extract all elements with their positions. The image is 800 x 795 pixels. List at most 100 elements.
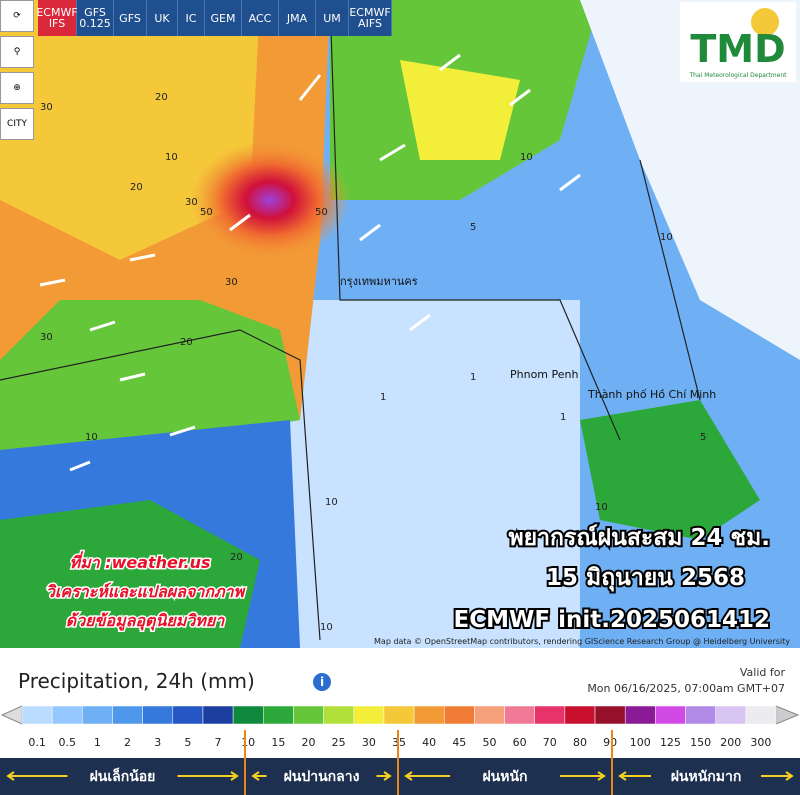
legend-swatch xyxy=(232,705,264,725)
legend-tick-label: 20 xyxy=(302,736,316,749)
legend-swatch xyxy=(594,705,626,725)
place-labels: กรุงเทพมหานคร Phnom Penh Thành phố Hồ Ch… xyxy=(340,275,716,401)
category-label: ฝนเล็กน้อย xyxy=(90,767,156,785)
legend-swatch xyxy=(353,705,385,725)
legend-tick-label: 1 xyxy=(94,736,101,749)
model-button[interactable]: ACC xyxy=(242,0,279,36)
zoom-button[interactable]: ⊕ xyxy=(0,72,34,104)
contour-label: 30 xyxy=(40,332,53,343)
legend-tick-label: 70 xyxy=(543,736,557,749)
legend-tick-label: 45 xyxy=(452,736,466,749)
legend: Precipitation, 24h (mm) i Valid for Mon … xyxy=(0,666,800,795)
credit-line: ด้วยข้อมูลอุตุนิยมวิทยา xyxy=(66,611,225,631)
legend-tick-label: 40 xyxy=(422,736,436,749)
contour-label: 10 xyxy=(660,232,673,243)
legend-tick-label: 200 xyxy=(720,736,741,749)
category-arrow xyxy=(6,771,239,781)
contour-label: 5 xyxy=(700,432,706,443)
legend-swatch xyxy=(82,705,113,725)
forecast-date: 15 มิถุนายน 2568 xyxy=(546,565,745,592)
credit-line: ที่มา :weather.us xyxy=(70,551,211,572)
legend-swatch xyxy=(564,705,596,725)
category-arrow xyxy=(251,771,392,781)
legend-tick-label: 125 xyxy=(660,736,681,749)
legend-tick-label: 25 xyxy=(332,736,346,749)
attribution: Map data © OpenStreetMap contributors, r… xyxy=(374,637,790,646)
contour-label: 10 xyxy=(320,622,333,633)
legend-tick-label: 15 xyxy=(271,736,285,749)
legend-tick-label: 80 xyxy=(573,736,587,749)
model-button[interactable]: JMA xyxy=(279,0,316,36)
category-label: ฝนหนักมาก xyxy=(671,769,742,785)
legend-tick-label: 150 xyxy=(690,736,711,749)
category-arrow xyxy=(404,771,606,781)
legend-swatch xyxy=(443,705,475,725)
model-button[interactable]: UM xyxy=(316,0,349,36)
legend-tick-label: 300 xyxy=(750,736,771,749)
contour-label: 20 xyxy=(180,337,193,348)
contour-label: 10 xyxy=(595,502,608,513)
legend-swatch xyxy=(202,705,234,725)
legend-swatch xyxy=(413,705,445,725)
legend-swatch xyxy=(624,705,656,725)
forecast-init: ECMWF init.2025061412 xyxy=(454,607,770,633)
legend-swatch xyxy=(263,705,294,725)
legend-tick-label: 60 xyxy=(513,736,527,749)
legend-tick-label: 50 xyxy=(482,736,496,749)
legend-tick-label: 30 xyxy=(362,736,376,749)
place-label: กรุงเทพมหานคร xyxy=(340,275,418,288)
legend-swatch xyxy=(323,705,355,725)
legend-title: Precipitation, 24h (mm) xyxy=(18,669,255,693)
model-button[interactable]: IC xyxy=(178,0,205,36)
contour-label: 1 xyxy=(380,392,386,403)
model-button[interactable]: GFS 0.125 xyxy=(77,0,114,36)
category-label: ฝนปานกลาง xyxy=(284,769,360,785)
legend-tick-label: 5 xyxy=(184,736,191,749)
contour-label: 50 xyxy=(315,207,328,218)
contour-label: 50 xyxy=(200,207,213,218)
category-arrow xyxy=(618,771,794,781)
legend-tick-label: 0.1 xyxy=(28,736,46,749)
legend-swatch xyxy=(172,705,204,725)
legend-swatch xyxy=(21,705,53,725)
category-label: ฝนหนัก xyxy=(482,769,527,785)
legend-tick-label: 7 xyxy=(215,736,222,749)
city-button[interactable]: CITY xyxy=(0,108,34,140)
refresh-button[interactable]: ⟳ xyxy=(0,0,34,32)
model-button[interactable]: GFS xyxy=(114,0,147,36)
contour-label: 5 xyxy=(470,222,476,233)
legend-swatch xyxy=(383,705,415,725)
contour-label: 20 xyxy=(130,182,143,193)
legend-swatch xyxy=(293,705,324,725)
model-button[interactable]: ECMWF IFS xyxy=(36,0,78,36)
contour-label: 30 xyxy=(185,197,198,208)
contour-label: 10 xyxy=(85,432,98,443)
legend-swatch xyxy=(51,705,83,725)
logo: TMD Thai Meteorological Department xyxy=(680,2,796,82)
legend-swatch xyxy=(745,705,777,725)
contour-label: 30 xyxy=(40,102,53,113)
valid-time: Mon 06/16/2025, 07:00am GMT+07 xyxy=(587,682,785,695)
legend-swatch xyxy=(534,705,566,725)
model-button[interactable]: GEM xyxy=(205,0,242,36)
legend-tick-label: 90 xyxy=(603,736,617,749)
svg-text:i: i xyxy=(320,675,324,689)
legend-tick-label: 2 xyxy=(124,736,131,749)
credit-line: วิเคราะห์และแปลผลจากภาพ xyxy=(46,582,247,601)
legend-swatch xyxy=(112,705,143,725)
contour-label: 1 xyxy=(560,412,566,423)
legend-swatch xyxy=(474,705,505,725)
contour-label: 20 xyxy=(230,552,243,563)
legend-swatch xyxy=(715,705,747,725)
model-button[interactable]: ECMWF AIFS xyxy=(349,0,392,36)
legend-swatch xyxy=(142,705,174,725)
model-button[interactable]: UK xyxy=(147,0,178,36)
legend-tick-label: 100 xyxy=(630,736,651,749)
legend-swatch xyxy=(655,705,686,725)
contour-label: 10 xyxy=(165,152,178,163)
legend-tick-label: 3 xyxy=(154,736,161,749)
locate-button[interactable]: ⚲ xyxy=(0,36,34,68)
logo-subtitle: Thai Meteorological Department xyxy=(689,72,788,79)
valid-label: Valid for xyxy=(740,666,786,679)
